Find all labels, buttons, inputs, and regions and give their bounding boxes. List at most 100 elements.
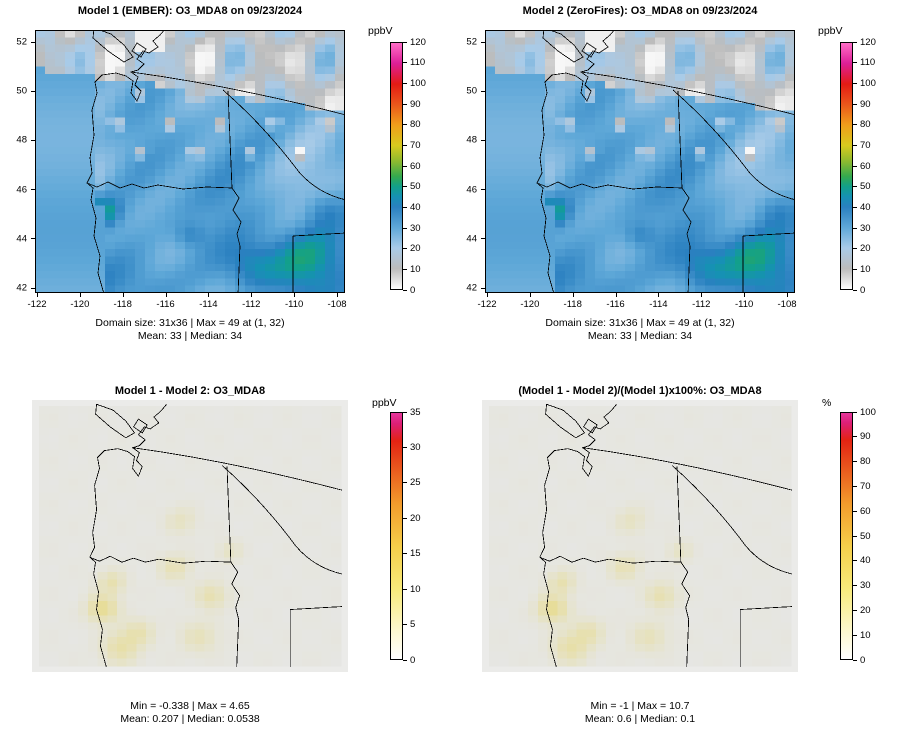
colorbar-tick-label: 60 bbox=[410, 160, 421, 172]
colorbar-tick-label: 0 bbox=[860, 654, 866, 666]
colorbar-tick-label: 120 bbox=[410, 36, 426, 48]
colorbar-tick-mark bbox=[853, 124, 857, 126]
colorbar-tick-label: 120 bbox=[860, 36, 876, 48]
panel-title-model1: Model 1 (EMBER): O3_MDA8 on 09/23/2024 bbox=[77, 5, 303, 17]
x-axis-tick-label: -110 bbox=[284, 299, 304, 310]
y-axis-tick-mark bbox=[31, 41, 35, 43]
x-axis-tick-mark bbox=[165, 293, 167, 297]
colorbar-tick-mark bbox=[853, 248, 857, 250]
x-axis-tick-mark bbox=[744, 293, 746, 297]
colorbar-tick-label: 100 bbox=[860, 77, 876, 89]
colorbar-tick-label: 70 bbox=[860, 480, 871, 492]
colorbar-tick-mark bbox=[853, 510, 857, 512]
colorbar-tick-label: 40 bbox=[410, 201, 421, 213]
x-axis-tick-mark bbox=[251, 293, 253, 297]
colorbar-tick-label: 60 bbox=[860, 505, 871, 517]
colorbar-tick-label: 30 bbox=[860, 222, 871, 234]
colorbar-tick-mark bbox=[403, 624, 407, 626]
colorbar-tick-mark bbox=[853, 411, 857, 413]
colorbar-unit-label: ppbV bbox=[818, 25, 843, 37]
x-axis-tick-mark bbox=[658, 293, 660, 297]
panel-title-difference: Model 1 - Model 2: O3_MDA8 bbox=[114, 385, 266, 397]
colorbar-tick-label: 10 bbox=[410, 263, 421, 275]
colorbar-tick-mark bbox=[853, 62, 857, 64]
colorbar-tick-mark bbox=[853, 634, 857, 636]
colorbar-tick-mark bbox=[403, 41, 407, 43]
colorbar-tick-label: 110 bbox=[410, 57, 426, 69]
colorbar-model1 bbox=[390, 42, 403, 290]
colorbar-tick-label: 100 bbox=[410, 77, 426, 89]
colorbar-tick-label: 90 bbox=[860, 431, 871, 443]
stats-line-2: Mean: 0.6 | Median: 0.1 bbox=[584, 713, 696, 725]
colorbar-tick-mark bbox=[853, 585, 857, 587]
colorbar-tick-mark bbox=[853, 560, 857, 562]
y-axis-tick-label: 50 bbox=[16, 85, 27, 97]
colorbar-tick-mark bbox=[853, 268, 857, 270]
x-axis-tick-mark bbox=[787, 293, 788, 297]
colorbar-tick-label: 30 bbox=[860, 580, 871, 592]
y-axis-model2: 42 44 46 48 50 52 bbox=[450, 30, 485, 294]
colorbar-tick-mark bbox=[853, 227, 857, 229]
x-axis-tick-mark bbox=[529, 293, 531, 297]
x-axis-tick-mark bbox=[615, 293, 617, 297]
colorbar-tick-label: 20 bbox=[410, 512, 421, 524]
x-axis-tick-label: -122 bbox=[27, 299, 47, 310]
colorbar-tick-mark bbox=[403, 62, 407, 64]
colorbar-tick-mark bbox=[853, 461, 857, 463]
colorbar-tick-label: 0 bbox=[410, 284, 416, 296]
x-axis-tick-label: -114 bbox=[199, 299, 218, 310]
x-axis-tick-label: -108 bbox=[327, 299, 347, 310]
colorbar-tick-label: 80 bbox=[860, 456, 871, 468]
stats-line-1: Domain size: 31x36 | Max = 49 at (1, 32) bbox=[95, 317, 285, 329]
colorbar-tick-label: 35 bbox=[410, 406, 421, 418]
colorbar-tick-label: 90 bbox=[860, 98, 871, 110]
stats-line-2: Mean: 33 | Median: 34 bbox=[587, 330, 693, 342]
x-axis-tick-label: -116 bbox=[606, 299, 625, 310]
colorbar-tick-label: 60 bbox=[860, 160, 871, 172]
x-axis-tick-mark bbox=[572, 293, 574, 297]
colorbar-tick-label: 40 bbox=[860, 555, 871, 567]
colorbar-tick-label: 40 bbox=[860, 201, 871, 213]
x-axis-tick-mark bbox=[79, 293, 81, 297]
colorbar-ticks-percent-difference: 0 10 20 30 40 50 60 70 80 90 100 bbox=[853, 407, 895, 666]
panel-difference: Model 1 - Model 2: O3_MDA8 ppbV 0 5 10 15 20… bbox=[0, 376, 450, 752]
colorbar-tick-mark bbox=[403, 124, 407, 126]
panel-stats-model1: Domain size: 31x36 | Max = 49 at (1, 32)… bbox=[15, 317, 365, 343]
colorbar-tick-mark bbox=[853, 609, 857, 611]
colorbar-unit-label: ppbV bbox=[368, 25, 393, 37]
colorbar-tick-mark bbox=[403, 446, 407, 448]
panel-title-percent-difference: (Model 1 - Model 2)/(Model 1)x100%: O3_M… bbox=[518, 385, 762, 397]
colorbar-tick-mark bbox=[403, 553, 407, 555]
y-axis-tick-mark bbox=[31, 139, 35, 141]
y-axis-tick-mark bbox=[481, 287, 485, 289]
y-axis-tick-label: 52 bbox=[16, 36, 27, 48]
colorbar-tick-mark bbox=[853, 659, 857, 661]
colorbar-tick-label: 70 bbox=[410, 139, 421, 151]
stats-line-2: Mean: 33 | Median: 34 bbox=[137, 330, 243, 342]
colorbar-tick-mark bbox=[853, 82, 857, 84]
colorbar-tick-label: 30 bbox=[410, 441, 421, 453]
colorbar-tick-mark bbox=[403, 82, 407, 84]
colorbar-tick-label: 15 bbox=[410, 548, 421, 560]
x-axis-tick-label: -120 bbox=[520, 299, 540, 310]
stats-line-1: Min = -0.338 | Max = 4.65 bbox=[130, 700, 250, 712]
panel-model2: Model 2 (ZeroFires): O3_MDA8 on 09/23/20… bbox=[450, 0, 900, 376]
panel-percent-difference: (Model 1 - Model 2)/(Model 1)x100%: O3_M… bbox=[450, 376, 900, 752]
y-axis-tick-mark bbox=[481, 139, 485, 141]
x-axis-tick-mark bbox=[294, 293, 296, 297]
y-axis-tick-label: 48 bbox=[466, 134, 477, 146]
y-axis-tick-label: 44 bbox=[466, 233, 477, 245]
y-axis-tick-label: 42 bbox=[16, 282, 27, 294]
colorbar-ticks-difference: 0 5 10 15 20 25 30 35 bbox=[403, 407, 445, 666]
y-axis-tick-label: 48 bbox=[16, 134, 27, 146]
y-axis-tick-mark bbox=[481, 90, 485, 92]
colorbar-tick-label: 20 bbox=[860, 243, 871, 255]
x-axis-tick-label: -108 bbox=[777, 299, 797, 310]
colorbar-tick-label: 10 bbox=[410, 583, 421, 595]
colorbar-tick-mark bbox=[403, 103, 407, 105]
colorbar-tick-label: 10 bbox=[860, 629, 871, 641]
x-axis-tick-mark bbox=[122, 293, 124, 297]
stats-line-1: Min = -1 | Max = 10.7 bbox=[590, 700, 690, 712]
colorbar-tick-mark bbox=[853, 485, 857, 487]
